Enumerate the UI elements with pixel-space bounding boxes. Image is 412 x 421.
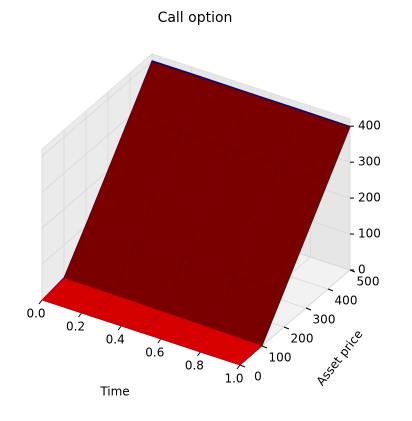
y-tick bbox=[283, 326, 290, 330]
x-tick bbox=[236, 364, 241, 370]
y-tick-label: 500 bbox=[357, 275, 380, 289]
surface-patch bbox=[189, 328, 263, 366]
y-tick-label: 300 bbox=[313, 313, 336, 327]
y-tick bbox=[305, 307, 312, 311]
y-tick-label: 100 bbox=[269, 351, 292, 365]
z-tick-label: 300 bbox=[358, 155, 381, 169]
y-tick-label: 200 bbox=[291, 332, 314, 346]
x-tick bbox=[38, 299, 43, 305]
x-tick bbox=[117, 325, 122, 331]
x-tick-label: 0.0 bbox=[26, 307, 45, 321]
x-tick bbox=[78, 312, 82, 318]
y-tick bbox=[327, 288, 334, 292]
y-tick-label: 0 bbox=[254, 370, 262, 384]
y-tick bbox=[239, 364, 246, 368]
x-tick bbox=[157, 338, 162, 344]
y-axis-label: Asset price bbox=[314, 327, 366, 388]
y-tick-label: 400 bbox=[335, 294, 358, 308]
z-tick-label: 0 bbox=[358, 263, 366, 277]
chart-title: Call option bbox=[158, 10, 233, 26]
x-tick bbox=[196, 351, 201, 357]
grid-line bbox=[41, 60, 153, 157]
x-tick-label: 0.4 bbox=[106, 333, 125, 347]
x-tick-label: 0.8 bbox=[185, 359, 204, 373]
x-axis-label: Time bbox=[99, 385, 129, 399]
y-tick bbox=[261, 345, 268, 349]
z-tick-label: 100 bbox=[358, 227, 381, 241]
x-tick-label: 1.0 bbox=[224, 372, 243, 386]
x-tick-label: 0.2 bbox=[66, 320, 85, 334]
z-tick-label: 200 bbox=[358, 191, 381, 205]
x-tick-label: 0.6 bbox=[145, 346, 164, 360]
z-tick-label: 400 bbox=[358, 119, 381, 133]
